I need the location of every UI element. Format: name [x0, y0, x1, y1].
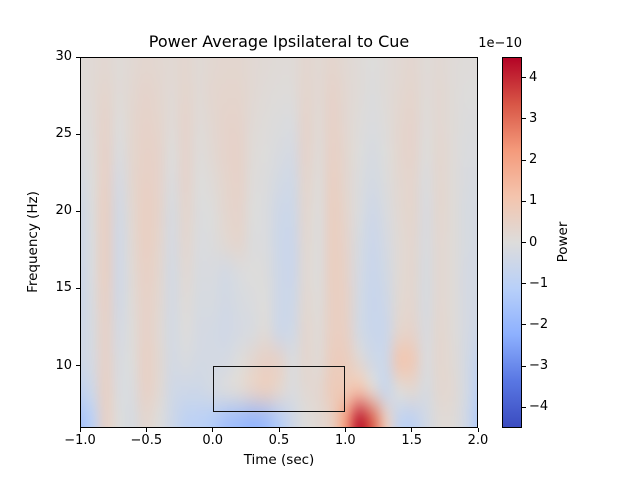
x-tick-label: 1.5 — [401, 433, 422, 448]
x-tick — [477, 428, 479, 432]
y-tick-label: 25 — [55, 126, 72, 142]
x-tick — [344, 428, 346, 432]
y-tick — [76, 287, 80, 289]
y-tick-label: 30 — [55, 49, 72, 64]
colorbar-tick — [522, 283, 526, 285]
y-tick — [76, 56, 80, 58]
x-tick-label: −1.0 — [64, 433, 96, 448]
colorbar-tick-label: −1 — [529, 275, 549, 291]
x-tick-label: −0.5 — [130, 433, 163, 448]
colorbar-offset-text: 1e−10 — [478, 36, 522, 51]
x-tick-label: 0.5 — [268, 433, 290, 448]
plot-title: Power Average Ipsilateral to Cue — [148, 32, 410, 51]
roi-rectangle — [212, 365, 346, 412]
colorbar-tick — [522, 77, 526, 79]
x-tick-label: 1.0 — [334, 433, 356, 448]
colorbar-tick-label: −4 — [529, 399, 549, 415]
x-tick-label: 2.0 — [467, 433, 489, 448]
colorbar-tick — [522, 118, 526, 120]
y-tick-label: 15 — [55, 280, 72, 296]
colorbar — [502, 57, 522, 428]
x-tick — [411, 428, 413, 432]
colorbar-tick-label: 0 — [529, 234, 538, 250]
colorbar-tick-label: −2 — [529, 316, 549, 332]
colorbar-tick — [522, 406, 526, 408]
y-tick — [76, 210, 80, 212]
y-tick-label: 10 — [55, 357, 72, 373]
x-tick — [145, 428, 147, 432]
colorbar-tick — [522, 242, 526, 243]
colorbar-tick — [522, 159, 526, 161]
colorbar-tick-label: 2 — [529, 152, 538, 168]
colorbar-tick-label: 1 — [529, 193, 538, 209]
colorbar-tick — [522, 324, 526, 326]
x-tick — [212, 428, 214, 432]
x-tick-label: 0.0 — [202, 433, 223, 448]
y-tick-label: 20 — [55, 203, 72, 219]
y-tick — [76, 133, 80, 135]
x-tick — [278, 428, 280, 432]
x-axis-label: Time (sec) — [243, 452, 315, 468]
colorbar-tick-label: 3 — [529, 110, 538, 126]
x-tick — [79, 428, 81, 432]
colorbar-tick-label: 4 — [529, 69, 538, 85]
colorbar-tick — [522, 365, 526, 367]
y-tick — [76, 365, 80, 367]
colorbar-tick — [522, 200, 526, 202]
colorbar-tick-label: −3 — [529, 358, 549, 374]
